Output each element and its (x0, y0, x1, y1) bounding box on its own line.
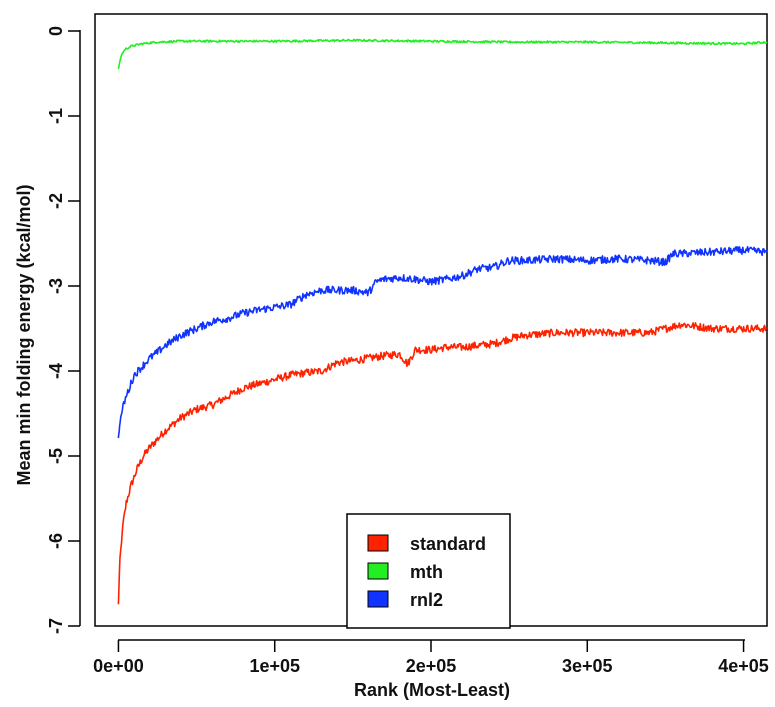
y-tick-label: -1 (46, 108, 66, 124)
y-axis: 0 -1 -2 -3 -4 -5 -6 -7 Mean min folding energy … (14, 26, 81, 634)
x-axis-title: Rank (Most-Least) (354, 680, 510, 700)
series-layer (117, 38, 768, 605)
x-axis: 0e+00 1e+05 2e+05 3e+05 4e+05 Rank (Most-Lea… (93, 639, 769, 700)
legend-label-rnl2: rnl2 (410, 590, 443, 610)
y-tick-label: -7 (46, 618, 66, 634)
x-tick-label: 0e+00 (93, 656, 144, 676)
legend-label-standard: standard (410, 534, 486, 554)
x-tick-label: 2e+05 (406, 656, 457, 676)
legend-swatch-standard (367, 534, 389, 552)
legend-item-mth: mth (367, 562, 443, 582)
x-tick-label: 4e+05 (718, 656, 769, 676)
y-axis-title: Mean min folding energy (kcal/mol) (14, 184, 34, 485)
legend-item-standard: standard (367, 534, 486, 554)
legend-item-rnl2: rnl2 (367, 590, 443, 610)
x-tick-label: 1e+05 (249, 656, 300, 676)
y-tick-label: -2 (46, 193, 66, 209)
series-line-rnl2 (117, 246, 768, 439)
series-line-mth (117, 38, 768, 70)
y-tick-label: 0 (46, 26, 66, 36)
legend-label-mth: mth (410, 562, 443, 582)
legend-swatch-rnl2 (367, 590, 389, 608)
series-line-standard (117, 322, 768, 605)
y-ticks: 0 -1 -2 -3 -4 -5 -6 -7 (46, 26, 80, 634)
y-tick-label: -6 (46, 533, 66, 549)
y-tick-label: -4 (46, 363, 66, 379)
x-tick-label: 3e+05 (562, 656, 613, 676)
legend: standard mth rnl2 (346, 513, 511, 629)
x-ticks: 0e+00 1e+05 2e+05 3e+05 4e+05 (93, 640, 769, 676)
legend-swatch-mth (367, 562, 389, 580)
y-tick-label: -3 (46, 278, 66, 294)
y-tick-label: -5 (46, 448, 66, 464)
